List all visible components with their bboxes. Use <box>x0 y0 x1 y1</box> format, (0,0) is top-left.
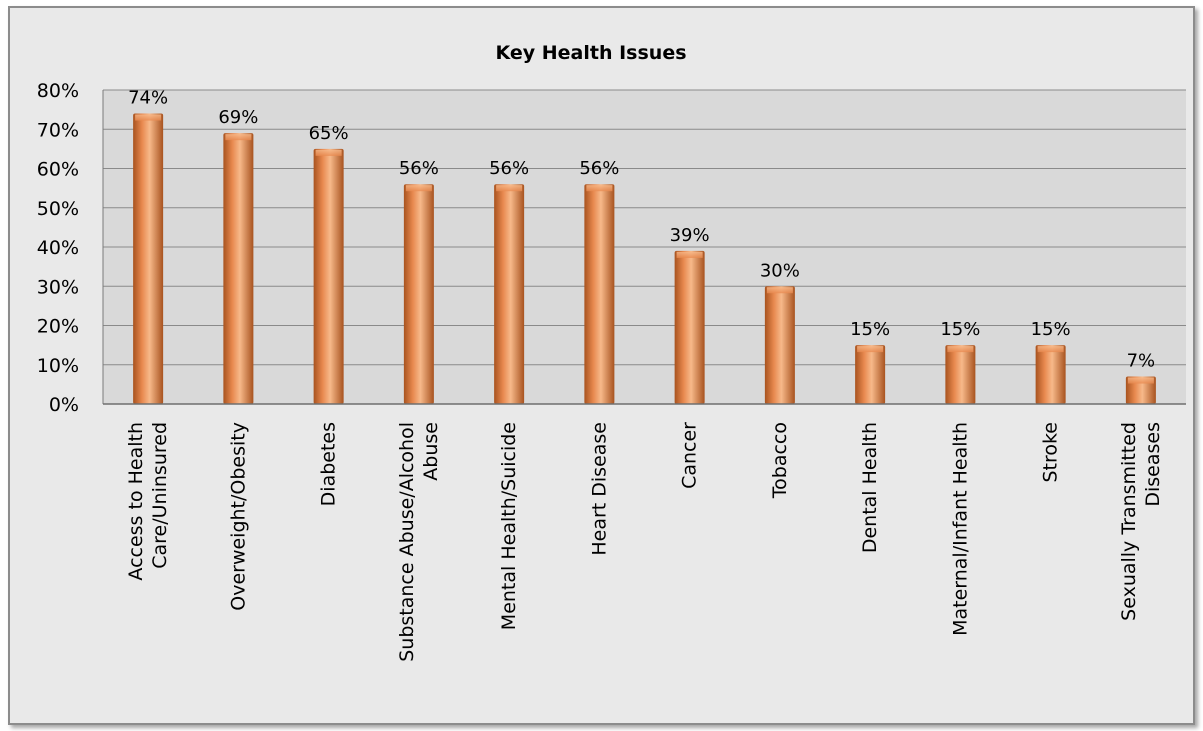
x-tick-label: Heart Disease <box>588 422 610 556</box>
bar-cap <box>586 185 613 192</box>
x-tick-label: Overweight/Obesity <box>227 422 249 611</box>
data-label: 30% <box>760 260 800 281</box>
data-label: 56% <box>579 158 619 179</box>
x-tick-label: Care/Uninsured <box>149 422 171 569</box>
x-tick-label: Dental Health <box>859 422 881 553</box>
bar-cap <box>676 251 703 258</box>
bar-cap <box>315 149 342 156</box>
chart-frame: Key Health Issues 0% 10% 20% 30% 40% 50% 60% 70… <box>8 6 1195 725</box>
bar <box>403 184 434 404</box>
bar-cap <box>857 346 884 353</box>
x-tick-label: Substance Abuse/Alcohol <box>396 422 418 662</box>
x-tick-label: Sexually Transmitted <box>1118 422 1140 621</box>
bar-cap <box>225 134 252 141</box>
bar-cap <box>135 114 162 121</box>
x-tick-label: Diabetes <box>318 422 340 506</box>
data-label: 15% <box>850 319 890 340</box>
bar <box>223 133 254 405</box>
x-tick-label: Access to Health <box>125 422 147 581</box>
bar-chart: Key Health Issues 0% 10% 20% 30% 40% 50% 60% 70… <box>37 42 1186 662</box>
data-label: 56% <box>489 158 529 179</box>
x-tick-label: Maternal/Infant Health <box>949 422 971 636</box>
bar <box>313 148 344 404</box>
y-tick-label: 50% <box>37 198 79 220</box>
y-tick-label: 20% <box>37 316 79 338</box>
data-label: 7% <box>1127 351 1156 372</box>
y-tick-label: 70% <box>37 119 79 141</box>
y-tick-label: 80% <box>37 80 79 102</box>
x-tick-label: Mental Health/Suicide <box>498 422 520 630</box>
bar-cap <box>1037 346 1064 353</box>
y-tick-label: 60% <box>37 159 79 181</box>
y-tick-label: 0% <box>49 394 79 416</box>
bar-cap <box>766 287 793 294</box>
data-label: 69% <box>218 107 258 128</box>
data-label: 39% <box>670 225 710 246</box>
y-tick-label: 10% <box>37 355 79 377</box>
data-label: 15% <box>1031 319 1071 340</box>
data-label: 74% <box>128 88 168 109</box>
x-tick-label: Tobacco <box>769 422 791 499</box>
bar-cap <box>947 346 974 353</box>
bar <box>855 345 886 404</box>
data-label: 15% <box>940 319 980 340</box>
x-tick-label: Diseases <box>1142 422 1164 507</box>
data-label: 65% <box>309 123 349 144</box>
bar-cap <box>496 185 523 192</box>
bar <box>945 345 976 404</box>
chart-title: Key Health Issues <box>495 42 686 64</box>
bar-cap <box>1127 377 1154 384</box>
bar <box>494 184 525 404</box>
bar-cap <box>405 185 432 192</box>
x-tick-label: Abuse <box>420 422 442 481</box>
x-tick-label: Stroke <box>1040 422 1062 483</box>
bar <box>674 250 705 404</box>
bar <box>764 286 795 404</box>
y-tick-label: 30% <box>37 276 79 298</box>
data-label: 56% <box>399 158 439 179</box>
bar <box>584 184 615 404</box>
y-tick-label: 40% <box>37 237 79 259</box>
x-tick-label: Cancer <box>679 422 701 489</box>
bar <box>133 113 164 405</box>
bar <box>1035 345 1066 404</box>
